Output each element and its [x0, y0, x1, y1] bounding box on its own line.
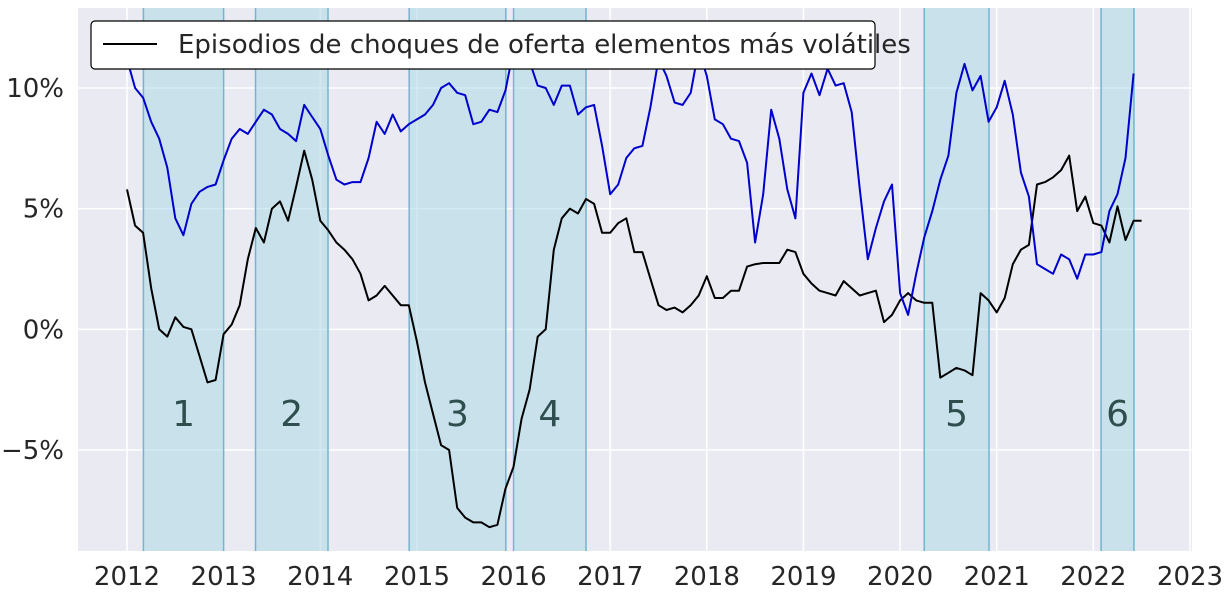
- x-tick-label: 2023: [1157, 562, 1223, 592]
- episode-label: 4: [538, 394, 561, 435]
- x-tick-label: 2015: [384, 562, 450, 592]
- y-tick-label: 0%: [23, 315, 64, 345]
- y-tick-label: −5%: [1, 436, 64, 466]
- episode-band: [1101, 8, 1134, 551]
- x-tick-label: 2017: [577, 562, 643, 592]
- episode-bands: [142, 8, 1135, 551]
- episode-band: [255, 8, 329, 551]
- episode-label: 1: [172, 394, 195, 435]
- episode-label: 5: [945, 394, 968, 435]
- x-tick-label: 2022: [1060, 562, 1126, 592]
- x-tick-label: 2020: [867, 562, 933, 592]
- y-tick-label: 10%: [6, 74, 64, 104]
- episode-label: 3: [446, 394, 469, 435]
- x-tick-label: 2013: [191, 562, 257, 592]
- series-lines: [126, 41, 1142, 529]
- series-line-1: [126, 149, 1142, 529]
- episode-band: [143, 8, 224, 551]
- x-tick-label: 2019: [770, 562, 836, 592]
- episode-label: 6: [1106, 394, 1129, 435]
- legend: Episodios de choques de oferta elementos…: [90, 20, 911, 70]
- episode-band: [409, 8, 506, 551]
- x-tick-label: 2014: [287, 562, 353, 592]
- series-line-2: [126, 41, 1135, 316]
- legend-label: Episodios de choques de oferta elementos…: [178, 30, 911, 60]
- y-axis-ticks: −5% 0% 5% 10%: [1, 74, 64, 466]
- x-tick-label: 2021: [964, 562, 1030, 592]
- legend-box: [90, 20, 876, 70]
- episode-label: 2: [280, 394, 303, 435]
- episode-labels: 1 2 3 4 5 6: [172, 394, 1129, 435]
- x-tick-label: 2016: [480, 562, 546, 592]
- x-axis-ticks: 2012 2013 2014 2015 2016 2017 2018 2019 2020 2021…: [94, 562, 1223, 592]
- x-tick-label: 2012: [94, 562, 160, 592]
- y-tick-label: 5%: [23, 195, 64, 225]
- x-tick-label: 2018: [674, 562, 740, 592]
